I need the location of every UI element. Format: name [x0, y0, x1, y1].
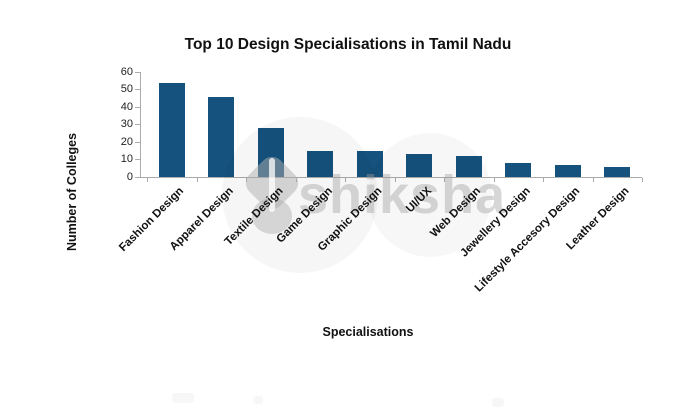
y-tick-label: 10	[120, 153, 133, 165]
y-tick	[135, 141, 140, 143]
bar-jewellery-design	[505, 163, 532, 177]
y-tick-label: 50	[120, 83, 133, 95]
bar-web-design	[455, 156, 482, 177]
y-tick-label: 40	[120, 100, 133, 113]
bar-lifestyle-accesory-design	[554, 164, 581, 177]
x-tick	[642, 178, 643, 182]
bar-leather-design	[604, 166, 631, 177]
plot-area: 0 10 20 30 40 50 60 Fashion Design Apparel Desig…	[117, 66, 643, 294]
x-tick	[345, 178, 346, 182]
bar-fashion-design	[158, 82, 185, 177]
watermark-fragment	[172, 393, 194, 403]
y-tick	[135, 106, 140, 108]
x-tick	[444, 178, 445, 182]
y-axis-title: Number of Colleges	[65, 132, 79, 252]
y-tick	[135, 124, 140, 125]
y-tick	[135, 71, 140, 73]
x-tick	[543, 178, 544, 182]
x-tick	[147, 178, 148, 182]
bar-textile-design	[257, 128, 284, 177]
y-tick-label: 0	[126, 170, 133, 183]
bar-apparel-design	[208, 96, 235, 177]
x-axis-title: Specialisations	[322, 325, 414, 339]
y-tick-label: 60	[120, 65, 133, 78]
watermark-fragment	[492, 398, 504, 407]
y-tick-label: 30	[120, 118, 133, 130]
x-tick	[493, 178, 495, 182]
watermark-fragment	[253, 396, 263, 404]
bar-ui-ux	[406, 154, 433, 177]
y-tick	[135, 159, 140, 160]
x-tick	[592, 178, 594, 182]
x-tick	[246, 178, 247, 182]
y-axis-line	[140, 72, 141, 178]
x-tick	[196, 178, 198, 182]
y-tick	[135, 89, 140, 90]
y-tick-label: 20	[120, 135, 133, 148]
bar-graphic-design	[356, 150, 383, 177]
y-tick	[135, 176, 140, 178]
x-axis-line	[140, 177, 642, 178]
chart-title: Top 10 Design Specialisations in Tamil N…	[184, 36, 512, 53]
x-tick	[295, 178, 297, 182]
bar-game-design	[307, 150, 334, 177]
x-tick-label: UI/UX	[403, 185, 434, 216]
x-tick	[394, 178, 396, 182]
